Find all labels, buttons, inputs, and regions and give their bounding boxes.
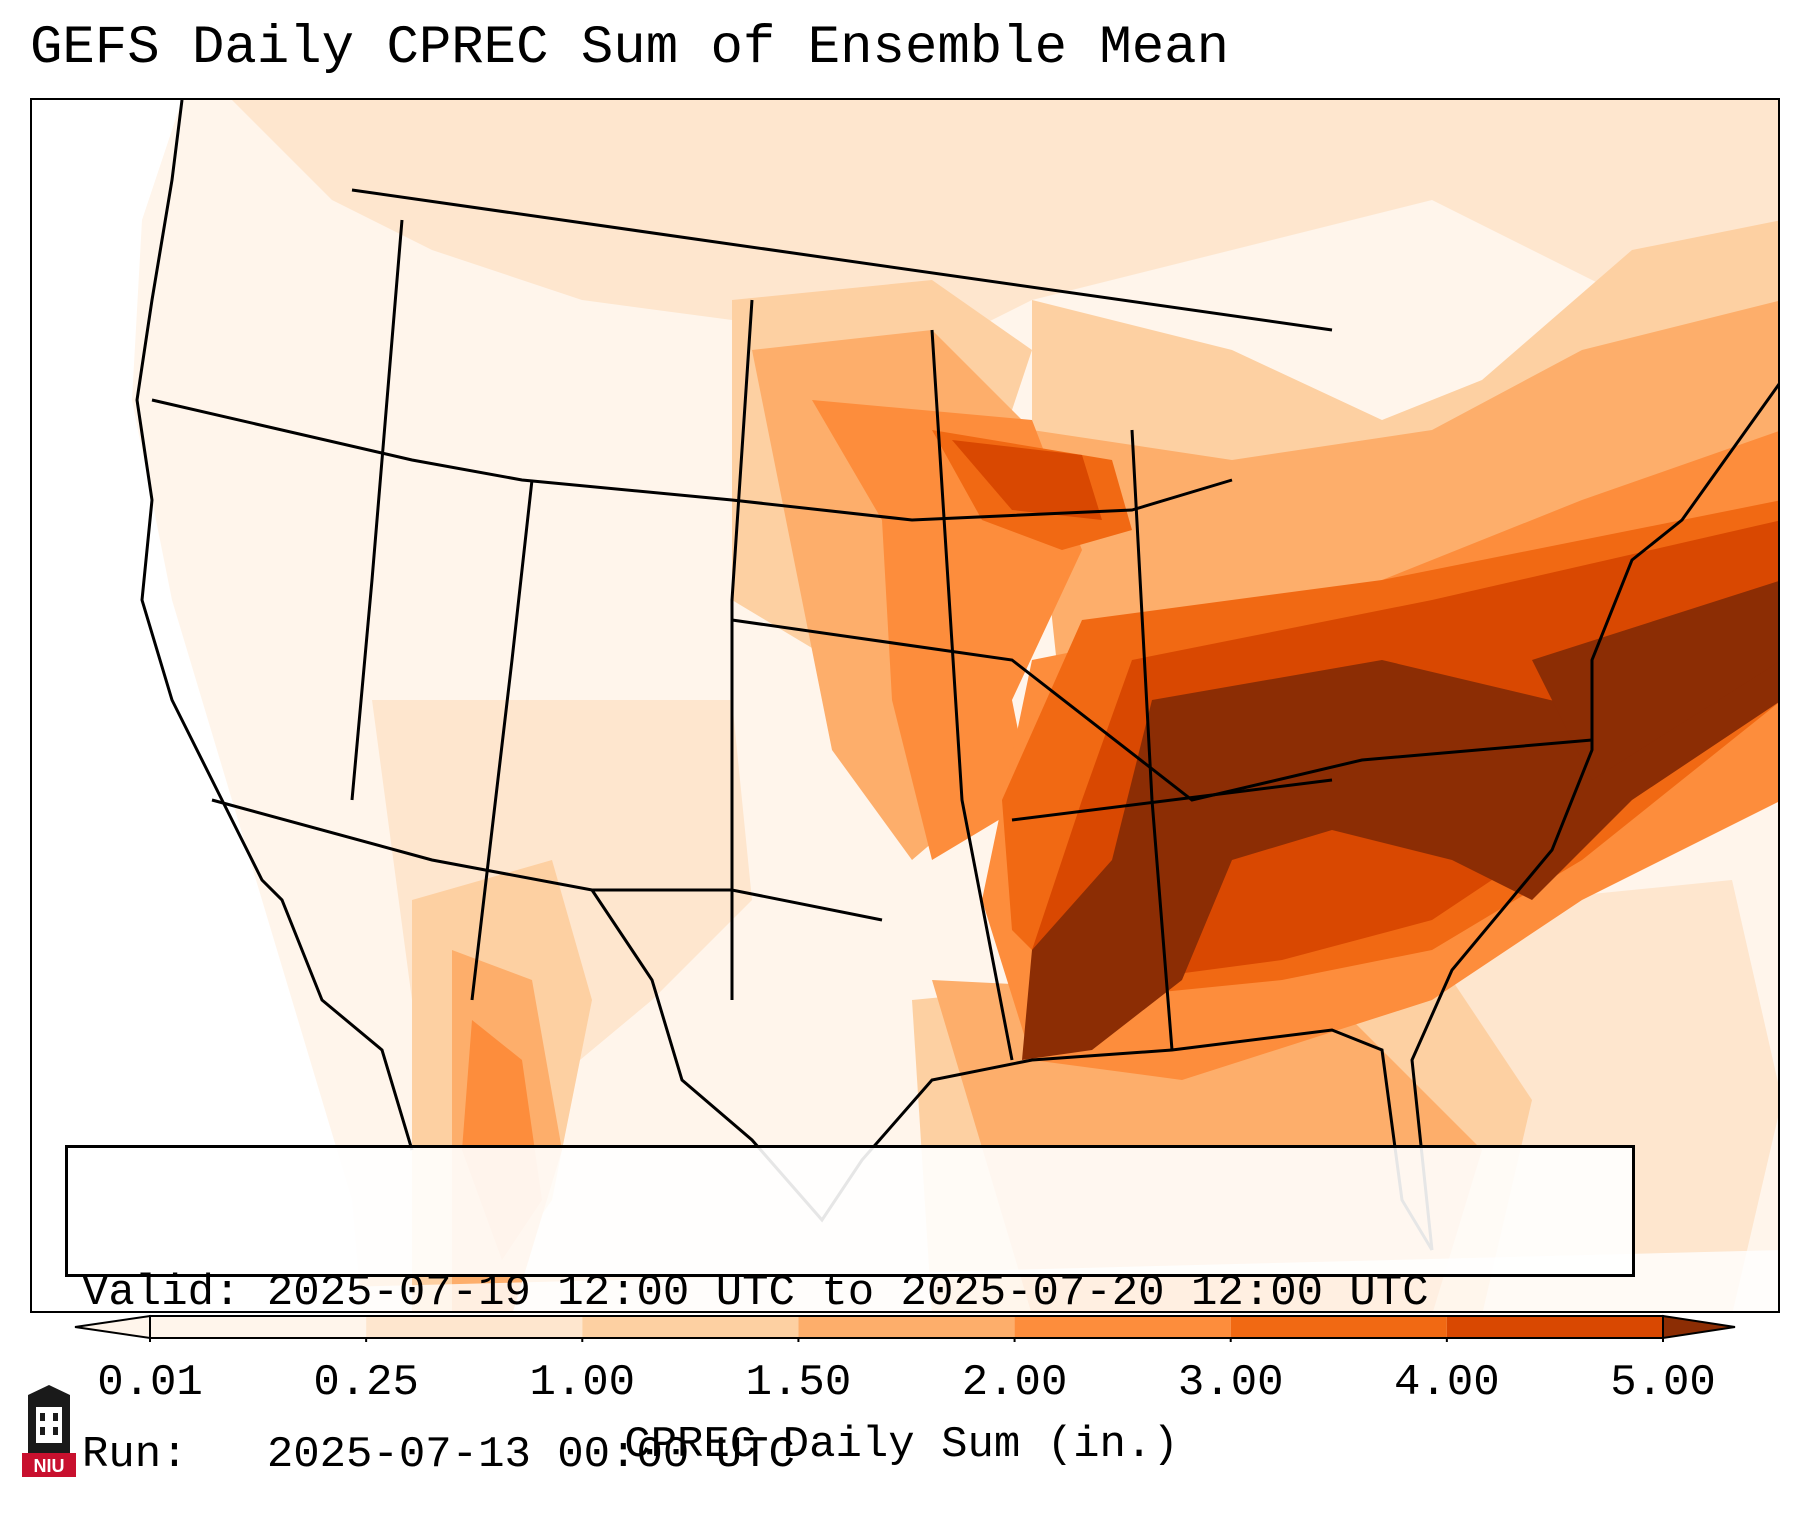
colorbar-tick-label: 4.00: [1394, 1358, 1500, 1408]
colorbar-tick-label: 5.00: [1610, 1358, 1716, 1408]
colorbar-segment: [1014, 1316, 1231, 1338]
colorbar-segment: [1230, 1316, 1447, 1338]
idaho-nevada-line: [350, 219, 404, 801]
mississippi-line: [930, 329, 1014, 1061]
tn-border: [1011, 778, 1333, 822]
map-boundaries: [135, 100, 1778, 1251]
niu-logo: NIU: [22, 1385, 76, 1477]
central-lat-line: [731, 618, 1593, 802]
gulf-coast: [590, 889, 1434, 1251]
colorbar-tick-label: 3.00: [1177, 1358, 1284, 1408]
run-time-text: Run: 2025-07-13 00:00 UTC: [82, 1430, 795, 1480]
colorbar-tick-label: 0.01: [97, 1358, 203, 1408]
colorbar-segment: [150, 1316, 367, 1338]
colorbar-outline: [149, 1315, 1664, 1339]
indiana-line: [1130, 429, 1174, 1051]
valid-run-info-box: Valid: 2025-07-19 12:00 UTC to 2025-07-2…: [65, 1145, 1635, 1480]
wisconsin-4: [952, 440, 1102, 520]
colorbar-segment: [582, 1316, 799, 1338]
colorbar-tick-label: 0.25: [313, 1358, 419, 1408]
pacific-ocean: [32, 100, 362, 1311]
utah-az-line: [470, 479, 534, 1001]
chart-title: GEFS Daily CPREC Sum of Ensemble Mean: [30, 18, 1229, 79]
colorbar-extend-low: [74, 1314, 151, 1340]
atlantic-coast: [1410, 383, 1778, 1251]
logo-building: [36, 1407, 62, 1443]
west-coast: [135, 100, 414, 1151]
colorbar-tick-label: 2.00: [961, 1358, 1068, 1408]
colorbar-segment: [1446, 1316, 1663, 1338]
colorbar-label: CPREC Daily Sum (in.): [624, 1420, 1179, 1470]
precipitation-map: [30, 98, 1780, 1313]
canada-border: [351, 188, 1333, 332]
colorbar-segment: [798, 1316, 1015, 1338]
colorbar-segment: [366, 1316, 583, 1338]
colorbar-tick-label: 1.00: [529, 1358, 636, 1408]
colorbar-tick-label: 1.50: [745, 1358, 852, 1408]
logo-text: NIU: [34, 1456, 65, 1476]
northern-lat-line: [151, 398, 1233, 522]
map-svg: [32, 100, 1778, 1311]
north-region-light: [232, 100, 1778, 398]
co-nm-line: [730, 299, 754, 1000]
colorbar-extend-high: [1662, 1314, 1736, 1340]
logo-banner: [22, 1453, 76, 1477]
colorbar: [74, 1314, 1736, 1342]
valid-time-text: Valid: 2025-07-19 12:00 UTC to 2025-07-2…: [82, 1268, 1429, 1318]
